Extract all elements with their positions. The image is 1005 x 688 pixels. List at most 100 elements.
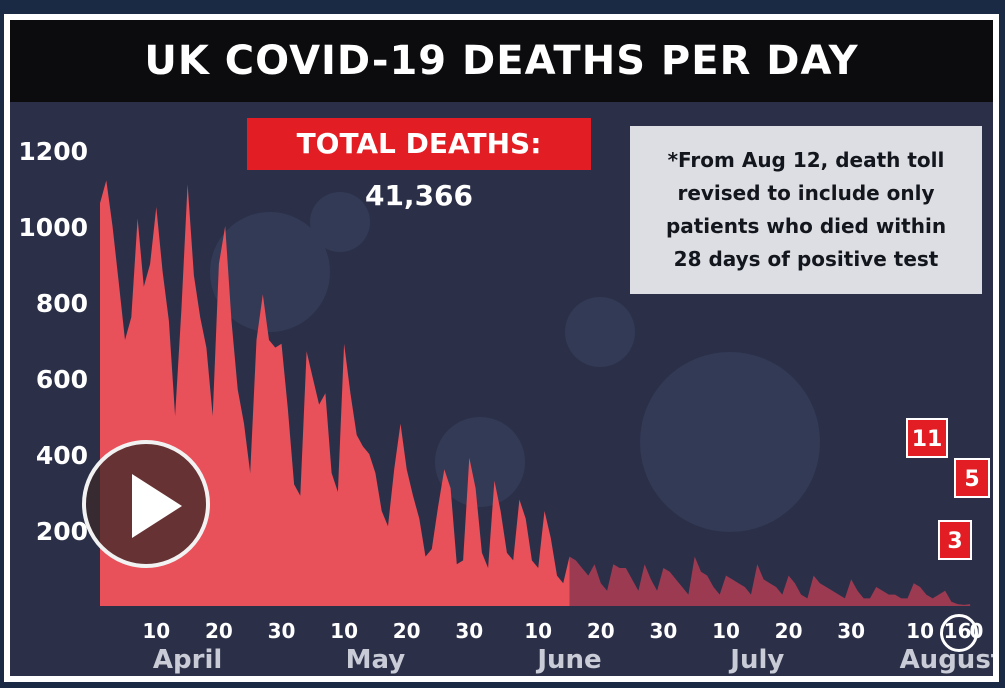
data-point: [875, 586, 877, 588]
data-point: [838, 594, 840, 596]
data-point: [137, 218, 139, 220]
x-tick-label: 30: [837, 619, 865, 643]
x-tick-label: 30: [455, 619, 483, 643]
deaths-area-series-recent: [569, 556, 971, 606]
data-point: [750, 594, 752, 596]
virus-shape: [210, 212, 330, 332]
data-point: [237, 389, 239, 391]
data-point: [706, 575, 708, 577]
data-point: [844, 598, 846, 600]
month-label: May: [346, 645, 406, 675]
data-point: [800, 594, 802, 596]
data-point: [525, 518, 527, 520]
highlight-date-circle: [940, 614, 978, 652]
y-tick-label: 1200: [18, 137, 88, 166]
data-point: [212, 415, 214, 417]
data-point: [688, 594, 690, 596]
data-point: [531, 560, 533, 562]
total-deaths-badge: TOTAL DEATHS: 41,366: [247, 118, 591, 212]
data-point: [500, 510, 502, 512]
x-tick-label: 20: [775, 619, 803, 643]
data-point: [644, 563, 646, 565]
data-point: [738, 582, 740, 584]
data-point: [907, 598, 909, 600]
data-point: [957, 603, 959, 605]
data-point: [556, 575, 558, 577]
data-point: [969, 603, 971, 605]
x-tick-label: 30: [268, 619, 296, 643]
data-point: [506, 552, 508, 554]
data-point: [168, 320, 170, 322]
data-point: [262, 294, 264, 296]
data-point: [944, 590, 946, 592]
play-icon: [132, 474, 182, 538]
data-point: [475, 487, 477, 489]
chart-panel: UK COVID-19 DEATHS PER DAY 200 400 600 800 1…: [10, 20, 993, 676]
data-point: [656, 590, 658, 592]
data-point: [456, 563, 458, 565]
data-point: [287, 408, 289, 410]
data-point: [926, 594, 928, 596]
data-point: [281, 343, 283, 345]
note-line: 28 days of positive test: [673, 247, 939, 271]
data-point: [249, 472, 251, 474]
data-point: [381, 510, 383, 512]
y-tick-label: 1000: [18, 213, 88, 242]
data-point: [400, 423, 402, 425]
data-point: [256, 339, 258, 341]
data-point: [744, 586, 746, 588]
data-point: [243, 423, 245, 425]
data-point: [393, 468, 395, 470]
month-label: April: [153, 645, 222, 675]
data-point: [462, 560, 464, 562]
y-tick-label: 400: [36, 441, 88, 470]
data-point: [888, 594, 890, 596]
data-point: [312, 377, 314, 379]
chart-title: UK COVID-19 DEATHS PER DAY: [10, 20, 993, 102]
data-point: [562, 582, 564, 584]
data-point: [775, 586, 777, 588]
x-tick-label: 10: [712, 619, 740, 643]
plot-area: 200 400 600 800 1000 1200 10 20 30 10 20 30 10 20 30 1…: [18, 137, 993, 675]
data-point: [882, 590, 884, 592]
data-point: [512, 560, 514, 562]
data-point: [600, 582, 602, 584]
data-point: [293, 484, 295, 486]
data-point: [375, 472, 377, 474]
data-point: [863, 598, 865, 600]
data-point: [807, 598, 809, 600]
deaths-area-series: [100, 180, 570, 606]
data-point: [118, 282, 120, 284]
data-point: [619, 567, 621, 569]
y-tick-label: 600: [36, 365, 88, 394]
data-point: [663, 567, 665, 569]
data-point: [181, 309, 183, 311]
note-line: revised to include only: [677, 181, 935, 205]
data-point: [631, 579, 633, 581]
month-label: August: [900, 645, 993, 675]
data-point: [131, 316, 133, 318]
data-point: [337, 491, 339, 493]
data-point: [606, 590, 608, 592]
data-point: [675, 579, 677, 581]
data-point: [894, 594, 896, 596]
revision-note: *From Aug 12, death toll revised to incl…: [630, 126, 982, 294]
x-tick-label: 20: [205, 619, 233, 643]
data-point: [469, 457, 471, 459]
x-tick-label: 30: [649, 619, 677, 643]
y-tick-label: 200: [36, 517, 88, 546]
data-point: [550, 537, 552, 539]
data-point: [187, 183, 189, 185]
data-point: [588, 575, 590, 577]
data-point: [594, 563, 596, 565]
x-tick-label: 10: [330, 619, 358, 643]
data-point: [412, 495, 414, 497]
data-point: [218, 263, 220, 265]
data-point: [725, 575, 727, 577]
play-button[interactable]: [82, 440, 210, 568]
x-tick-label: 10: [524, 619, 552, 643]
data-point: [106, 180, 108, 182]
data-point: [832, 590, 834, 592]
data-point: [544, 510, 546, 512]
data-point: [487, 567, 489, 569]
